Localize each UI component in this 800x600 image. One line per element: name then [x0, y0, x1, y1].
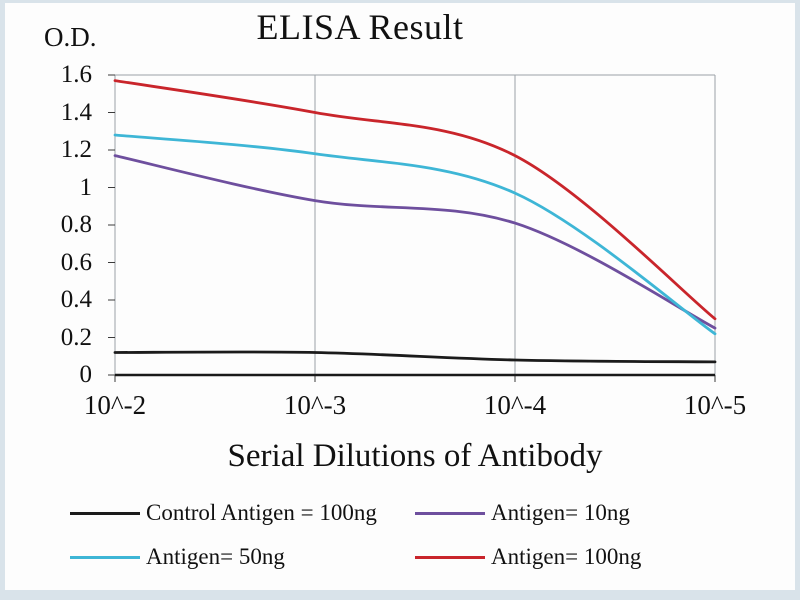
x-tick-label: 10^-2: [83, 390, 147, 420]
y-tick-label: 0.6: [60, 248, 92, 276]
legend-item: Antigen= 10ng: [415, 496, 750, 530]
legend-line-swatch: [70, 511, 140, 515]
y-tick-label: 0.4: [60, 286, 92, 313]
y-tick-label: 0.2: [60, 323, 92, 351]
x-axis-tick-labels: 10^-2 10^-3 10^-4 10^-5: [84, 390, 746, 426]
x-tick-label: 10^-4: [483, 390, 547, 420]
x-axis-label: Serial Dilutions of Antibody: [227, 438, 603, 474]
y-tick-label: 0: [79, 361, 93, 388]
legend-line-swatch: [70, 555, 140, 559]
plot-area: [108, 74, 717, 382]
y-tick-label: 1.4: [60, 98, 92, 126]
y-tick-label: 1.2: [60, 136, 92, 163]
legend-line-swatch: [415, 555, 485, 559]
legend-item: Antigen= 50ng: [70, 540, 405, 574]
series-line-antigen-50ng: [113, 133, 717, 336]
chart-svg: [108, 74, 717, 382]
legend-label: Antigen= 10ng: [491, 500, 630, 525]
y-tick-label: 1.6: [60, 61, 92, 88]
legend-item: Control Antigen = 100ng: [70, 496, 405, 530]
y-axis-label: O.D.: [44, 22, 97, 52]
series-line-antigen-100ng: [113, 79, 717, 321]
series-line-control-antigen-100ng: [113, 350, 717, 364]
legend-item: Antigen= 100ng: [415, 540, 750, 574]
legend-label: Control Antigen = 100ng: [146, 500, 377, 525]
legend-label: Antigen= 100ng: [491, 544, 642, 569]
chart-title: ELISA Result: [256, 7, 464, 47]
series-line-antigen-10ng: [113, 154, 717, 330]
legend-label: Antigen= 50ng: [146, 544, 285, 569]
legend-line-swatch: [415, 511, 485, 515]
y-tick-label: 1: [79, 173, 93, 201]
y-tick-label: 0.8: [60, 211, 92, 238]
legend: Control Antigen = 100ng Antigen= 10ng Anti…: [70, 496, 750, 574]
x-tick-label: 10^-5: [683, 390, 747, 420]
y-axis-tick-labels: 0 0.2 0.4 0.6 0.8 1 1.2 1.4 1.6: [36, 62, 104, 388]
x-tick-label: 10^-3: [283, 390, 347, 420]
